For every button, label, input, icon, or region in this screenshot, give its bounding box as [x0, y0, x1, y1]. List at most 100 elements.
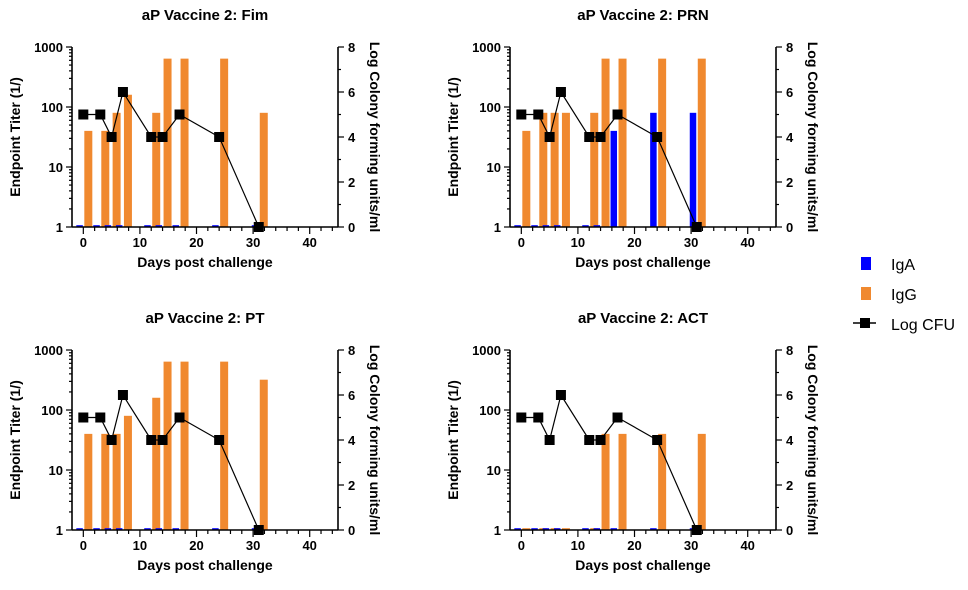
bar-igg [539, 112, 548, 227]
marker-log-cfu [516, 412, 527, 423]
bar-igg [152, 112, 161, 227]
x-axis-label: Days post challenge [137, 254, 273, 270]
marker-log-cfu [157, 132, 168, 142]
y-tick-label: 1 [56, 523, 63, 538]
y-tick-label: 100 [41, 100, 63, 115]
bar-igg [561, 112, 570, 227]
y2-tick-label: 2 [786, 478, 793, 493]
legend-label-iga: IgA [891, 257, 915, 274]
chart-panel-1: aP Vaccine 2: PRN 1 10 100 1000 0 2 4 6 8 0 10 20 30 4… [445, 7, 821, 270]
marker-log-cfu [157, 435, 168, 445]
x-tick-label: 20 [627, 235, 641, 250]
y-tick-label: 10 [49, 160, 63, 175]
x-tick-label: 0 [80, 235, 87, 250]
marker-log-cfu [533, 412, 544, 423]
chart-title: aP Vaccine 2: ACT [578, 310, 708, 327]
bar-igg [618, 433, 627, 530]
y-tick-label: 10 [487, 160, 501, 175]
marker-log-cfu [146, 132, 157, 142]
bar-iga [531, 225, 538, 227]
y-tick-label: 1000 [34, 40, 63, 55]
legend-marker-logcfu [860, 318, 870, 328]
y-tick-label: 100 [479, 100, 501, 115]
bar-iga [104, 225, 112, 227]
y2-tick-label: 4 [786, 433, 794, 448]
marker-log-cfu [595, 132, 606, 142]
y2-tick-label: 8 [348, 40, 355, 55]
bar-igg [101, 130, 110, 227]
bar-igg [220, 361, 229, 530]
bar-igg [522, 528, 531, 530]
y2-axis-label: Log Colony forming units/ml [367, 42, 383, 233]
x-tick-label: 20 [189, 538, 203, 553]
x-tick-label: 10 [133, 538, 147, 553]
x-tick-label: 30 [684, 235, 698, 250]
marker-log-cfu [691, 525, 702, 535]
chart-title: aP Vaccine 2: PT [146, 310, 265, 327]
bar-iga [542, 225, 550, 227]
y2-tick-label: 4 [348, 130, 356, 145]
marker-log-cfu [612, 412, 623, 423]
x-tick-label: 10 [571, 235, 585, 250]
chart-panel-0: aP Vaccine 2: Fim 1 10 100 1000 0 2 4 6 8 0 10 20 30 4… [7, 7, 383, 270]
bar-iga [93, 225, 100, 227]
bar-iga [212, 528, 219, 530]
marker-log-cfu [174, 412, 185, 423]
marker-log-cfu [253, 525, 264, 535]
x-tick-label: 30 [684, 538, 698, 553]
bar-iga [514, 528, 521, 530]
y2-tick-label: 8 [786, 40, 793, 55]
bar-iga [610, 130, 618, 227]
bar-igg [84, 433, 93, 530]
bar-igg [163, 58, 172, 228]
x-tick-label: 30 [246, 538, 260, 553]
marker-log-cfu [78, 109, 89, 120]
marker-log-cfu [555, 390, 566, 400]
bar-igg [590, 112, 599, 227]
bar-igg [601, 58, 610, 228]
marker-log-cfu [584, 132, 595, 142]
x-tick-label: 40 [302, 235, 316, 250]
x-tick-label: 40 [740, 538, 754, 553]
bar-iga [650, 112, 657, 227]
chart-panel-2: aP Vaccine 2: PT 1 10 100 1000 0 2 4 6 8 0 10 20 30 40… [7, 310, 383, 573]
bar-iga [582, 225, 589, 227]
marker-log-cfu [595, 435, 606, 445]
y-axis-label: Endpoint Titer (1/) [445, 77, 461, 197]
bar-igg [550, 112, 559, 227]
y2-tick-label: 4 [348, 433, 356, 448]
bar-iga [582, 528, 589, 530]
marker-log-cfu [652, 132, 663, 142]
marker-log-cfu [214, 132, 225, 142]
y-tick-label: 10 [487, 463, 501, 478]
bar-iga [650, 528, 657, 530]
bar-igg [259, 379, 268, 530]
bar-iga [531, 528, 538, 530]
y2-tick-label: 6 [348, 388, 355, 403]
marker-log-cfu [544, 132, 555, 142]
y2-tick-label: 2 [348, 175, 355, 190]
bar-iga [115, 225, 123, 227]
x-tick-label: 40 [740, 235, 754, 250]
bar-iga [553, 225, 561, 227]
bar-iga [155, 528, 163, 530]
bar-igg [658, 433, 667, 530]
y2-tick-label: 2 [786, 175, 793, 190]
y-axis-label: Endpoint Titer (1/) [445, 380, 461, 500]
y-tick-label: 100 [479, 403, 501, 418]
marker-log-cfu [95, 412, 106, 423]
marker-log-cfu [117, 87, 128, 97]
bar-igg [601, 433, 610, 530]
bar-igg [522, 130, 531, 227]
x-axis-label: Days post challenge [575, 254, 711, 270]
marker-log-cfu [78, 412, 89, 423]
y2-tick-label: 6 [786, 388, 793, 403]
bar-igg [84, 130, 93, 227]
bar-igg [259, 112, 268, 227]
y-axis-label: Endpoint Titer (1/) [7, 380, 23, 500]
x-tick-label: 20 [189, 235, 203, 250]
marker-log-cfu [652, 435, 663, 445]
y2-tick-label: 8 [348, 343, 355, 358]
bar-igg [123, 94, 132, 227]
marker-log-cfu [106, 435, 117, 445]
